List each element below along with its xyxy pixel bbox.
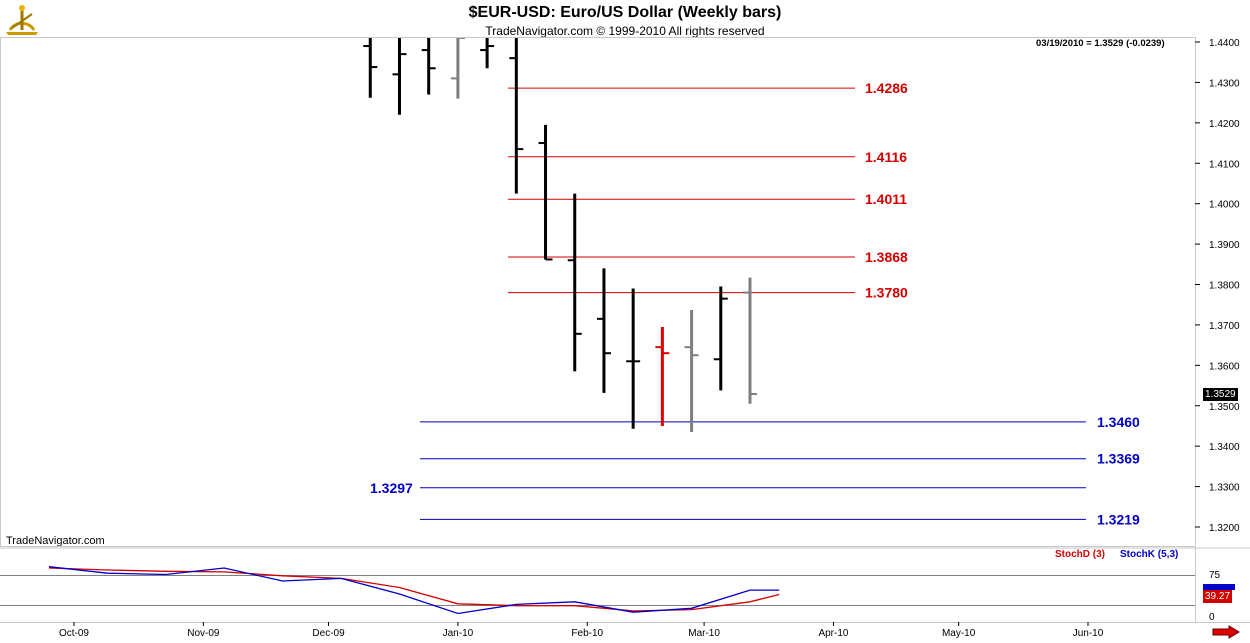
- stoch-y-tick-label: 0: [1209, 612, 1215, 623]
- ohlc-bar[interactable]: [480, 18, 495, 69]
- stoch-line: [48, 566, 780, 615]
- y-tick-label: 1.3900: [1209, 240, 1240, 251]
- support-label: 1.3297: [370, 480, 413, 496]
- support-label: 1.3219: [1097, 511, 1140, 527]
- y-tick-label: 1.4200: [1209, 119, 1240, 130]
- resistance-label: 1.4116: [865, 149, 907, 165]
- support-label: 1.3460: [1097, 414, 1140, 430]
- x-tick-label: Jan-10: [443, 628, 474, 639]
- last-price-tag: 1.3529: [1203, 388, 1238, 401]
- ohlc-bar[interactable]: [421, 34, 436, 95]
- y-tick-label: 1.3700: [1209, 321, 1240, 332]
- price-panel-frame: [0, 37, 1196, 547]
- ohlc-bar[interactable]: [684, 309, 699, 433]
- ohlc-bar[interactable]: [392, 38, 407, 115]
- legend-stochk: StochK (5,3): [1120, 549, 1179, 560]
- ohlc-bar[interactable]: [713, 286, 728, 391]
- y-tick-label: 1.3600: [1209, 361, 1240, 372]
- y-tick-label: 1.4400: [1209, 38, 1240, 49]
- y-tick-label: 1.3400: [1209, 442, 1240, 453]
- resistance-label: 1.4286: [865, 80, 908, 96]
- y-tick-label: 1.4300: [1209, 78, 1240, 89]
- x-tick-label: Nov-09: [187, 628, 220, 639]
- y-tick-label: 1.3500: [1209, 402, 1240, 413]
- stochk-last-tag: [1203, 584, 1235, 590]
- x-tick-label: Apr-10: [818, 628, 848, 639]
- ohlc-bar[interactable]: [743, 277, 757, 404]
- copyright-notice: TradeNavigator.com © 1999-2010 All right…: [485, 24, 765, 38]
- x-tick-label: May-10: [942, 628, 976, 639]
- chart-title: $EUR-USD: Euro/US Dollar (Weekly bars): [468, 4, 782, 21]
- ohlc-bars: [363, 10, 757, 433]
- y-tick-label: 1.3300: [1209, 483, 1240, 494]
- ohlc-bar[interactable]: [567, 193, 582, 372]
- stoch-line: [48, 567, 780, 612]
- resistance-label: 1.3868: [865, 249, 908, 265]
- x-tick-label: Oct-09: [59, 628, 89, 639]
- ohlc-bar[interactable]: [509, 18, 524, 194]
- legend-stochd: StochD (3): [1055, 549, 1105, 560]
- resistance-label: 1.4011: [865, 191, 907, 207]
- y-tick-label: 1.4000: [1209, 200, 1240, 211]
- x-tick-label: Mar-10: [688, 628, 720, 639]
- ohlc-bar[interactable]: [363, 10, 378, 98]
- resistance-label: 1.3780: [865, 285, 908, 301]
- ohlc-bar[interactable]: [596, 268, 611, 393]
- navigator-sextant-icon: [6, 5, 38, 35]
- stoch-y-tick-label: 75: [1209, 570, 1221, 581]
- x-tick-label: Feb-10: [571, 628, 603, 639]
- last-quote: 03/19/2010 = 1.3529 (-0.0239): [1036, 38, 1165, 49]
- ohlc-bar[interactable]: [626, 288, 641, 429]
- x-tick-label: Dec-09: [312, 628, 345, 639]
- y-tick-label: 1.3800: [1209, 281, 1240, 292]
- right-arrow-icon[interactable]: [1212, 625, 1240, 639]
- ohlc-bar[interactable]: [538, 124, 553, 261]
- ohlc-bar[interactable]: [655, 326, 670, 426]
- support-label: 1.3369: [1097, 451, 1140, 467]
- y-tick-label: 1.4100: [1209, 159, 1240, 170]
- y-tick-label: 1.3200: [1209, 523, 1240, 534]
- watermark: TradeNavigator.com: [6, 535, 105, 547]
- stochd-last-tag: 39.27: [1203, 590, 1233, 603]
- ohlc-bar[interactable]: [450, 22, 465, 99]
- x-tick-label: Jun-10: [1073, 628, 1104, 639]
